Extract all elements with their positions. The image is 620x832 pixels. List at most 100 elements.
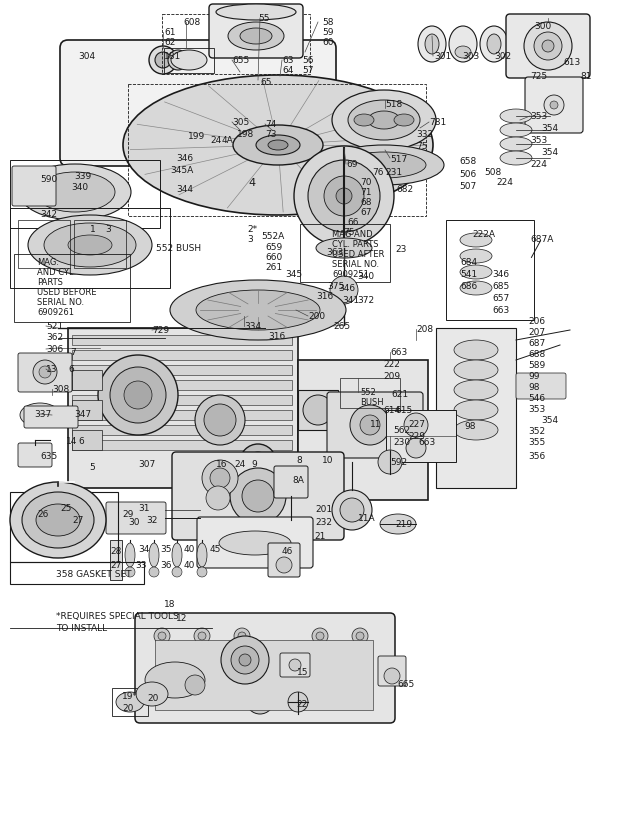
Ellipse shape — [480, 26, 508, 62]
Circle shape — [254, 458, 262, 466]
FancyBboxPatch shape — [378, 656, 406, 686]
Bar — [68, 328, 298, 488]
Bar — [72, 380, 292, 390]
Text: 181: 181 — [164, 52, 181, 61]
Text: 61: 61 — [164, 28, 175, 37]
Circle shape — [238, 632, 246, 640]
Text: USED BEFORE: USED BEFORE — [37, 288, 97, 297]
Text: 4: 4 — [248, 178, 255, 188]
Text: 685: 685 — [492, 282, 509, 291]
Text: 354: 354 — [541, 416, 558, 425]
Ellipse shape — [308, 160, 380, 232]
Text: 308: 308 — [52, 385, 69, 394]
Ellipse shape — [294, 146, 394, 246]
Text: 729: 729 — [152, 326, 169, 335]
Ellipse shape — [330, 276, 358, 304]
Bar — [164, 48, 214, 73]
Text: 354: 354 — [541, 124, 558, 133]
Text: 552A: 552A — [261, 232, 284, 241]
Text: 541: 541 — [460, 270, 477, 279]
Ellipse shape — [19, 164, 131, 220]
Ellipse shape — [145, 662, 205, 698]
Text: BUSH: BUSH — [360, 398, 384, 407]
FancyBboxPatch shape — [274, 466, 308, 498]
Text: 304: 304 — [78, 52, 95, 61]
Text: 682: 682 — [396, 185, 413, 194]
Text: 60: 60 — [322, 38, 334, 47]
Text: 18: 18 — [164, 600, 175, 609]
Text: 40: 40 — [184, 561, 195, 570]
Circle shape — [404, 413, 428, 437]
Ellipse shape — [336, 188, 352, 204]
Text: 15: 15 — [297, 668, 309, 677]
Text: 2*: 2* — [247, 225, 257, 234]
Text: 592: 592 — [390, 458, 407, 467]
Text: 303: 303 — [462, 52, 479, 61]
Circle shape — [542, 40, 554, 52]
Ellipse shape — [487, 34, 501, 54]
Ellipse shape — [256, 135, 300, 155]
Bar — [386, 410, 456, 462]
Ellipse shape — [380, 514, 416, 534]
Ellipse shape — [206, 486, 230, 510]
Ellipse shape — [454, 360, 498, 380]
Bar — [72, 430, 102, 450]
Circle shape — [231, 646, 259, 674]
Text: 341: 341 — [342, 296, 359, 305]
Text: 346: 346 — [492, 270, 509, 279]
Text: 98: 98 — [528, 383, 539, 392]
Text: SERIAL NO.: SERIAL NO. — [37, 298, 84, 307]
Text: 26: 26 — [37, 510, 48, 519]
Text: 552 BUSH: 552 BUSH — [156, 244, 201, 253]
Text: 6909251: 6909251 — [332, 270, 369, 279]
Circle shape — [378, 450, 402, 474]
Text: 332: 332 — [416, 130, 433, 139]
Text: PARTS: PARTS — [37, 278, 63, 287]
Text: 200: 200 — [308, 312, 325, 321]
Bar — [72, 425, 292, 435]
Ellipse shape — [460, 265, 492, 279]
Text: 199: 199 — [188, 132, 205, 141]
Ellipse shape — [268, 140, 288, 150]
Text: 354: 354 — [541, 148, 558, 157]
Ellipse shape — [35, 172, 115, 212]
Ellipse shape — [123, 75, 433, 215]
Text: 659: 659 — [265, 243, 282, 252]
Circle shape — [173, 55, 183, 65]
FancyBboxPatch shape — [268, 543, 300, 577]
Text: 725: 725 — [530, 72, 547, 81]
Text: 613: 613 — [563, 58, 580, 67]
Text: 76: 76 — [372, 168, 384, 177]
Ellipse shape — [500, 137, 532, 151]
Bar — [112, 688, 148, 716]
Text: 99: 99 — [528, 372, 539, 381]
Ellipse shape — [36, 504, 80, 536]
Circle shape — [544, 95, 564, 115]
Text: 657: 657 — [492, 294, 509, 303]
Ellipse shape — [197, 543, 207, 567]
Text: 337: 337 — [34, 410, 51, 419]
Text: 375: 375 — [327, 282, 344, 291]
Text: 614: 614 — [383, 406, 400, 415]
Ellipse shape — [449, 26, 477, 62]
Ellipse shape — [10, 482, 106, 558]
Bar — [128, 84, 426, 216]
Text: 506: 506 — [459, 170, 476, 179]
Text: 302: 302 — [494, 52, 511, 61]
Text: 615: 615 — [395, 406, 412, 415]
Text: 46: 46 — [282, 547, 293, 556]
Circle shape — [33, 360, 57, 384]
Text: 207: 207 — [528, 328, 545, 337]
Ellipse shape — [44, 223, 136, 267]
Bar — [10, 208, 170, 288]
Text: 29: 29 — [122, 510, 133, 519]
Text: 222A: 222A — [472, 230, 495, 239]
Text: 546: 546 — [528, 394, 545, 403]
Text: 10: 10 — [322, 456, 334, 465]
Text: 73: 73 — [265, 130, 277, 139]
Circle shape — [384, 668, 400, 684]
Text: 28: 28 — [110, 547, 122, 556]
Text: 562: 562 — [393, 426, 410, 435]
Text: 339: 339 — [74, 172, 91, 181]
Text: 518: 518 — [385, 100, 402, 109]
